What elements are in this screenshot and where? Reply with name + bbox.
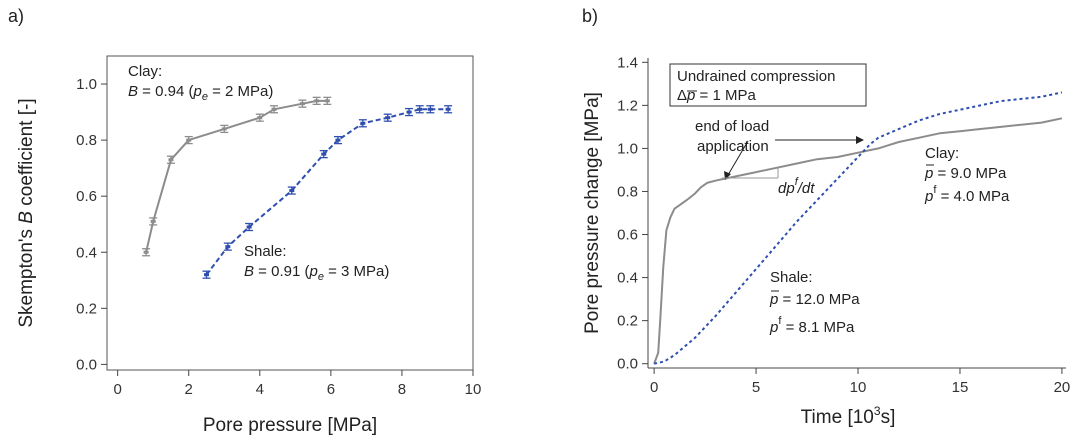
chart-a-shale-point: [405, 107, 414, 117]
chart-b-x-tick-label: 20: [1054, 379, 1071, 396]
clay-b-pbar: p = 9.0 MPa: [924, 165, 1007, 182]
chart-a-clay-point: [149, 217, 158, 226]
chart-a-clay-point: [166, 155, 175, 164]
chart-a-series: [142, 96, 453, 279]
chart-a-y-axis: 0.0 0.2 0.4 0.6 0.8 1.0: [76, 76, 107, 373]
chart-b-x-label: Time [103s]: [801, 404, 896, 428]
chart-a-y-tick-label: 0.4: [76, 244, 97, 261]
chart-b-series-shale-line: [653, 91, 1063, 365]
chart-b-y-tick-label: 1.2: [617, 97, 638, 114]
chart-a-clay-point: [255, 113, 264, 122]
chart-b-x-tick-label: 0: [650, 379, 658, 396]
undrained-box: [669, 63, 867, 107]
chart-a-y-tick-label: 1.0: [76, 76, 97, 93]
chart-a-shale-point: [202, 270, 211, 279]
chart-a-series-shale-line: [205, 108, 449, 276]
chart-a-shale-point: [319, 149, 328, 159]
chart-b-series-clay-line: [653, 117, 1063, 365]
chart-a-y-tick-label: 0.0: [76, 356, 97, 373]
chart-a-shale-point: [444, 105, 453, 114]
chart-b-y-tick-label: 0.4: [617, 270, 638, 287]
chart-b: 0 5 10 15 20 0.0 0.2 0.4 0.6 0.8 1.0 1.2 1.4 Time […: [582, 54, 1070, 428]
chart-a-x-tick-label: 2: [185, 381, 193, 398]
dpdt-label: dpf/dt: [778, 176, 815, 197]
end-load-arrow-clay: [727, 140, 749, 176]
chart-a-clay-point: [142, 248, 151, 257]
end-load-arrowhead-shale: [856, 136, 864, 144]
chart-a-shale-point: [223, 242, 232, 251]
clay-b-pf: pf = 4.0 MPa: [924, 184, 1010, 205]
chart-a-clay-point: [323, 96, 332, 106]
shale-annotation-title: Shale:: [244, 243, 287, 260]
chart-a-x-tick-label: 6: [327, 381, 335, 398]
chart-a-x-tick-label: 0: [113, 381, 121, 398]
chart-a-x-label: Pore pressure [MPa]: [203, 415, 377, 436]
clay-b-title: Clay:: [925, 145, 959, 162]
chart-b-x-tick-label: 15: [952, 379, 969, 396]
chart-a-clay-point: [298, 99, 307, 108]
clay-annotation-b: B = 0.94 (pe = 2 MPa): [128, 83, 273, 103]
chart-b-x-axis: 0 5 10 15 20: [650, 368, 1070, 396]
chart-a-frame: [106, 55, 474, 371]
shale-b-pbar: p = 12.0 MPa: [769, 291, 860, 308]
undrained-box-delta: Δp = 1 MPa: [677, 87, 756, 104]
panel-a-label: a): [8, 6, 24, 26]
chart-b-y-tick-label: 0.6: [617, 227, 638, 244]
chart-a-series-clay-line: [145, 99, 328, 253]
chart-b-y-tick-label: 1.0: [617, 140, 638, 157]
chart-a-y-tick-label: 0.2: [76, 300, 97, 317]
chart-a-y-tick-label: 0.8: [76, 132, 97, 149]
chart-b-y-tick-label: 0.2: [617, 313, 638, 330]
chart-b-x-tick-label: 5: [752, 379, 760, 396]
chart-a-clay-point: [312, 96, 321, 106]
chart-a: 0 2 4 6 8 10 0.0 0.2 0.4 0.6 0.8 1.0 Pore pressure…: [16, 55, 481, 436]
chart-a-shale-point: [426, 105, 435, 114]
shale-b-pf: pf = 8.1 MPa: [769, 315, 855, 336]
chart-a-y-tick-label: 0.6: [76, 188, 97, 205]
chart-b-y-tick-label: 1.4: [617, 54, 638, 71]
shale-annotation-b: B = 0.91 (pe = 3 MPa): [244, 263, 389, 283]
end-load-line2: application: [697, 138, 769, 155]
chart-a-x-tick-label: 4: [256, 381, 264, 398]
chart-b-y-axis: 0.0 0.2 0.4 0.6 0.8 1.0 1.2 1.4: [617, 54, 648, 373]
chart-b-y-tick-label: 0.0: [617, 356, 638, 373]
chart-a-clay-point: [184, 135, 193, 145]
chart-b-series: [653, 91, 1063, 365]
chart-a-x-axis: 0 2 4 6 8 10: [113, 370, 481, 398]
chart-a-x-tick-label: 8: [398, 381, 406, 398]
chart-b-x-tick-label: 10: [850, 379, 867, 396]
chart-a-shale-point: [333, 135, 342, 145]
shale-b-title: Shale:: [770, 269, 813, 286]
chart-a-shale-point: [383, 113, 392, 122]
end-load-line1: end of load: [695, 118, 769, 135]
chart-a-clay-point: [270, 105, 279, 114]
chart-a-shale-point: [245, 222, 254, 232]
chart-b-y-label: Pore pressure change [MPa]: [582, 92, 603, 334]
chart-b-y-tick-label: 0.8: [617, 183, 638, 200]
chart-a-x-tick-label: 10: [465, 381, 482, 398]
panel-b-label: b): [582, 6, 598, 26]
chart-a-shale-point: [415, 105, 424, 114]
chart-a-shale-point: [287, 186, 296, 195]
chart-a-shale-point: [358, 119, 367, 128]
chart-a-clay-point: [220, 124, 229, 134]
clay-annotation-title: Clay:: [128, 63, 162, 80]
chart-a-y-label: Skempton's B coefficient [-]: [16, 98, 37, 327]
undrained-box-title: Undrained compression: [677, 68, 835, 85]
